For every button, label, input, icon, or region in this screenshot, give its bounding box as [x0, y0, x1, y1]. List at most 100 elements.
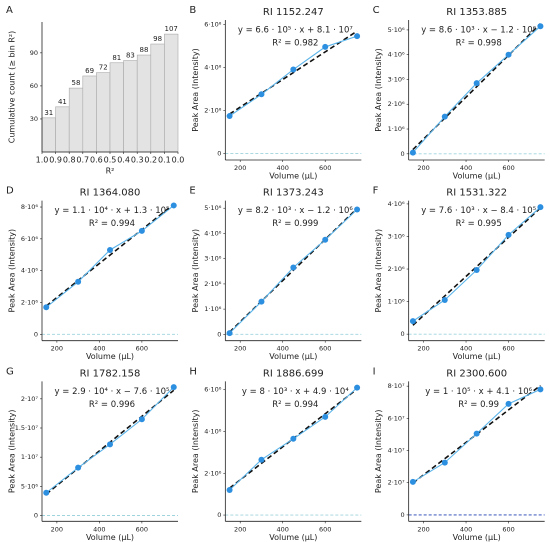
y-tick-label: 5·10⁶ [388, 26, 405, 34]
x-axis-label: R² [106, 167, 115, 176]
r-squared: R² = 0.995 [456, 219, 502, 229]
data-point [537, 386, 544, 393]
data-point [138, 416, 145, 423]
data-point [258, 91, 265, 98]
x-tick-label: 0.5 [104, 156, 117, 165]
fit-line [229, 30, 358, 115]
x-tick-label: 0.8 [63, 156, 76, 165]
panel-letter: H [189, 366, 197, 377]
x-tick-label: 200 [234, 525, 246, 533]
equation: y = 8 · 10³ · x + 4.9 · 10⁴ [242, 387, 349, 397]
bar-label: 41 [58, 98, 67, 106]
panel-title: RI 1531.322 [446, 188, 507, 199]
y-tick-label: 1·10⁶ [388, 125, 405, 133]
y-tick-label: 5·10⁶ [204, 204, 221, 212]
panel: y = 6.6 · 10⁵ · x + 8.1 · 10⁷ R² = 0.982 B… [189, 5, 362, 181]
y-tick-label: 3·10⁶ [388, 75, 405, 83]
x-tick-label: 200 [417, 525, 429, 533]
y-tick-label: 60 [30, 82, 38, 90]
x-axis-label: Volume (µL) [269, 533, 317, 542]
fit-line [412, 23, 541, 151]
x-tick-label: 200 [51, 345, 63, 353]
panel: y = 8.2 · 10³ · x − 1.2 · 10⁶ R² = 0.999 E… [189, 186, 362, 361]
data-point [505, 231, 512, 238]
y-axis-label: Peak Area (Intensity) [191, 410, 200, 494]
x-tick-label: 400 [460, 164, 472, 172]
panel-letter: D [6, 186, 14, 197]
equation: y = 1.1 · 10⁴ · x + 1.3 · 10⁵ [55, 206, 170, 216]
data-point [354, 206, 361, 213]
x-tick-label: 600 [136, 345, 148, 353]
y-axis-label: Peak Area (Intensity) [374, 229, 383, 313]
x-tick-label: 0.6 [90, 156, 103, 165]
data-point [107, 246, 113, 253]
y-tick-label: 4·10⁸ [204, 63, 221, 71]
data-point [170, 384, 177, 391]
x-tick-label: 1.0 [36, 156, 49, 165]
panel-title: RI 1782.158 [80, 368, 141, 379]
y-tick-label: 30 [30, 115, 38, 123]
x-axis-label: Volume (µL) [453, 352, 501, 361]
x-axis-label: Volume (µL) [453, 533, 501, 542]
bar [96, 72, 111, 153]
data-point [537, 204, 544, 211]
y-tick-label: 2·10⁶ [204, 469, 221, 477]
y-tick-label: 0 [34, 330, 38, 338]
bar [55, 106, 70, 153]
x-tick-label: 200 [234, 345, 246, 353]
r-squared: R² = 0.982 [272, 39, 318, 49]
panel-letter: B [189, 5, 196, 16]
data-point [75, 464, 82, 471]
y-tick-label: 1.5·10⁷ [15, 424, 39, 432]
bar-label: 107 [165, 25, 178, 33]
x-tick-label: 400 [93, 345, 105, 353]
y-tick-label: 0 [34, 512, 38, 520]
x-tick-label: 0.4 [117, 156, 130, 165]
x-tick-label: 0.9 [49, 156, 62, 165]
y-tick-label: 2·10⁶ [388, 100, 405, 108]
x-axis-label: Volume (µL) [453, 172, 501, 181]
y-tick-label: 0 [401, 511, 405, 519]
bar-label: 69 [85, 67, 94, 75]
panel-title: RI 1886.699 [263, 368, 324, 379]
y-tick-label: 4·10⁶ [21, 267, 38, 275]
data-point [409, 318, 416, 325]
data-point [290, 264, 297, 271]
y-axis-label: Peak Area (Intensity) [374, 410, 383, 494]
data-point [354, 384, 361, 391]
data-point [409, 149, 416, 156]
bar [41, 117, 56, 153]
x-tick-label: 0.7 [76, 156, 89, 165]
bar-label: 83 [126, 52, 135, 60]
bar [136, 54, 152, 153]
panel-letter: E [189, 186, 195, 197]
y-tick-label: 1·10⁶ [204, 305, 221, 313]
data-point [473, 80, 480, 87]
x-axis-label: Volume (µL) [269, 352, 317, 361]
y-tick-label: 3·10⁶ [204, 255, 221, 263]
y-tick-label: 0 [217, 330, 221, 338]
r-squared: R² = 0.996 [89, 400, 135, 410]
y-tick-label: 3·10⁶ [388, 232, 405, 240]
y-axis-label: Peak Area (Intensity) [191, 229, 200, 313]
x-tick-label: 200 [51, 525, 63, 533]
fit-line [45, 203, 175, 307]
y-tick-label: 0 [401, 150, 405, 158]
r-squared: R² = 0.994 [272, 400, 318, 410]
panel-title: RI 1364.080 [80, 188, 141, 199]
data-point [290, 435, 297, 442]
y-tick-label: 6·10⁶ [21, 235, 38, 243]
panel-title: RI 2300.600 [446, 368, 507, 379]
y-tick-label: 4·10⁶ [204, 427, 221, 435]
panel-letter: G [6, 366, 14, 377]
y-tick-label: 0 [401, 330, 405, 338]
y-tick-label: 4·10⁷ [388, 447, 405, 455]
data-point [473, 430, 480, 437]
equation: y = 7.6 · 10³ · x − 8.4 · 10⁵ [421, 206, 536, 216]
data-point [441, 459, 448, 466]
y-tick-label: 8·10⁷ [388, 382, 405, 390]
data-point [258, 298, 265, 305]
panel: y = 7.6 · 10³ · x − 8.4 · 10⁵ R² = 0.995 F… [373, 186, 545, 361]
data-point [43, 489, 50, 496]
